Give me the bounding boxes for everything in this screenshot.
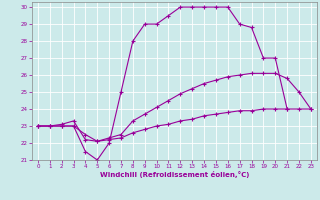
X-axis label: Windchill (Refroidissement éolien,°C): Windchill (Refroidissement éolien,°C) [100, 171, 249, 178]
